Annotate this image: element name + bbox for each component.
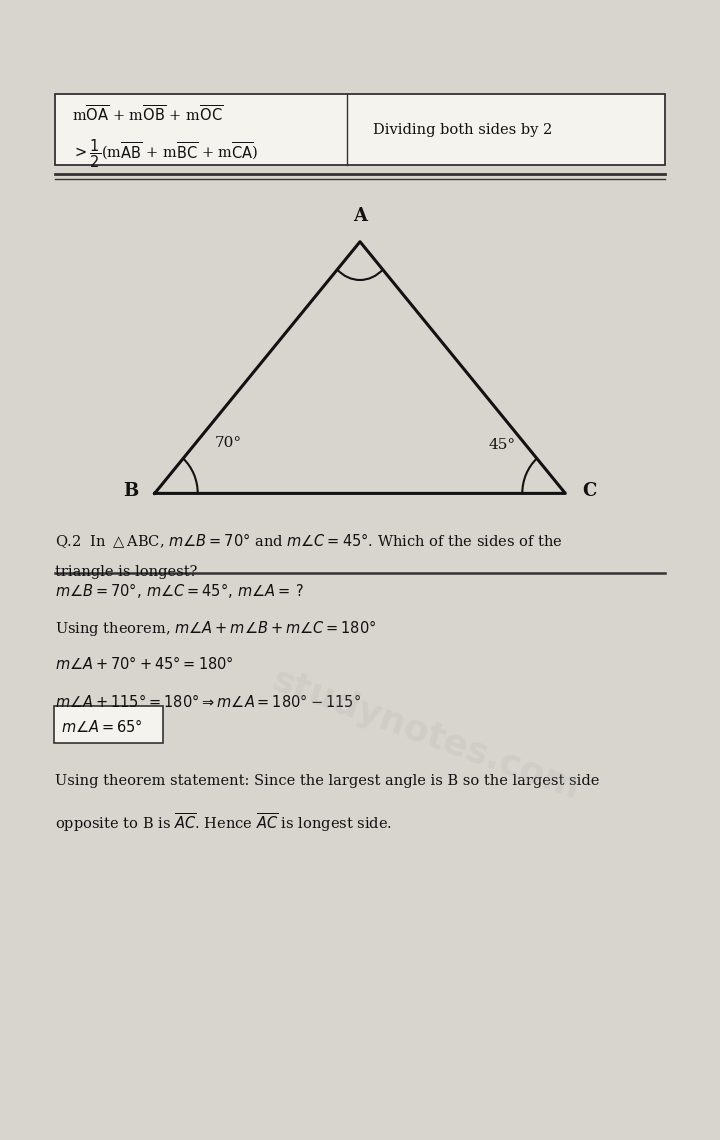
Text: $m\angle A = 65°$: $m\angle A = 65°$ [60,718,143,735]
Text: 70°: 70° [215,435,241,449]
Text: Using theorem, $m\angle A + m\angle B + m\angle C = 180°$: Using theorem, $m\angle A + m\angle B + … [55,618,377,638]
Text: C: C [582,482,596,500]
Text: 45°: 45° [489,438,516,451]
Text: Dividing both sides by 2: Dividing both sides by 2 [373,122,552,137]
Text: B: B [123,482,138,500]
Text: $>\dfrac{1}{2}$(m$\overline{\rm AB}$ + m$\overline{\rm BC}$ + m$\overline{\rm CA: $>\dfrac{1}{2}$(m$\overline{\rm AB}$ + m… [72,138,258,170]
Text: triangle is longest?: triangle is longest? [55,564,198,578]
Text: $m\angle A + 115° = 180° \Rightarrow m\angle A = 180° - 115°$: $m\angle A + 115° = 180° \Rightarrow m\a… [55,693,361,709]
Text: $m\angle B = 70°,\, m\angle C = 45°,\, m\angle A =\,?$: $m\angle B = 70°,\, m\angle C = 45°,\, m… [55,581,304,600]
Text: studynotes.com: studynotes.com [268,662,585,806]
Text: $m\angle A + 70° + 45° = 180°$: $m\angle A + 70° + 45° = 180°$ [55,656,234,673]
FancyBboxPatch shape [54,706,163,743]
Text: A: A [353,207,367,226]
Text: Using theorem statement: Since the largest angle is B so the largest side: Using theorem statement: Since the large… [55,774,600,789]
FancyBboxPatch shape [55,93,665,165]
Text: Q.2  In $\triangle$ABC, $m\angle B = 70°$ and $m\angle C = 45°$. Which of the si: Q.2 In $\triangle$ABC, $m\angle B = 70°$… [55,531,563,551]
Text: m$\overline{\rm OA}$ + m$\overline{\rm OB}$ + m$\overline{\rm OC}$: m$\overline{\rm OA}$ + m$\overline{\rm O… [72,105,223,125]
Text: opposite to B is $\overline{AC}$. Hence $\overline{AC}$ is longest side.: opposite to B is $\overline{AC}$. Hence … [55,812,392,834]
